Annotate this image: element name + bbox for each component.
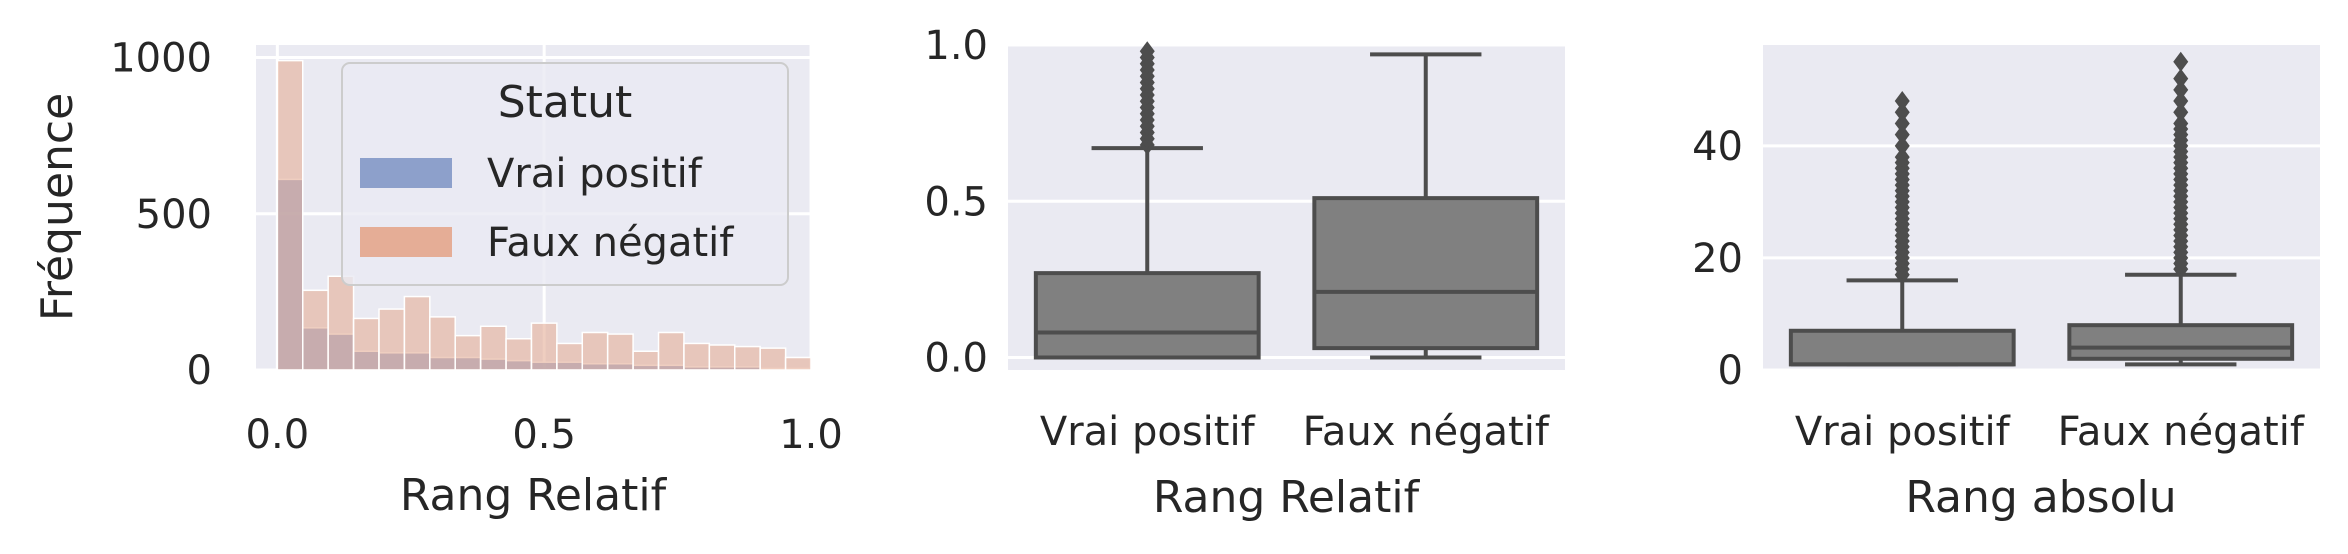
histogram-y-tick-label: 1000 — [110, 36, 212, 82]
histogram-bar-faux-negatif — [327, 275, 355, 371]
outlier-marker — [2173, 51, 2189, 72]
histogram-x-tick-label: 0.0 — [246, 412, 310, 458]
histogram-bar-faux-negatif — [479, 325, 507, 371]
boxplot-absolute-grid — [1763, 144, 2320, 372]
outlier-marker — [2173, 102, 2189, 123]
histogram-bar-faux-negatif — [657, 331, 685, 371]
boxplot-relative-y-ticks: 0.0 0.5 1.0 — [924, 23, 988, 382]
boxplot-relative-panel: 0.0 0.5 1.0 Vrai positif Faux négatif Rang … — [924, 23, 1565, 523]
histogram-y-axis-label: Fréquence — [32, 93, 83, 321]
legend-frame — [341, 62, 789, 286]
boxplot-relative-box-faux-negatif — [1312, 52, 1540, 360]
boxplot-absolute-y-tick-label: 0 — [1718, 348, 1743, 394]
histogram-y-tick-label: 500 — [136, 192, 212, 238]
histogram-y-tick-label: 0 — [187, 348, 212, 394]
outlier-marker — [1894, 113, 1910, 134]
histogram-bar-faux-negatif — [733, 345, 761, 371]
histogram-y-ticks: 0 500 1000 — [110, 36, 212, 395]
boxplot-relative-y-tick-label: 1.0 — [924, 23, 988, 69]
histogram-bar-faux-negatif — [352, 317, 380, 371]
boxplot-relative-y-tick-label: 0.5 — [924, 179, 988, 225]
histogram-bar-faux-negatif — [556, 342, 584, 371]
histogram-bar-faux-negatif — [429, 316, 456, 371]
outlier-marker — [1894, 91, 1910, 112]
histogram-bar-faux-negatif — [759, 347, 787, 371]
histogram-bar-faux-negatif — [301, 289, 329, 371]
legend-swatch-faux-negatif — [360, 227, 452, 257]
outlier-marker — [2173, 113, 2189, 134]
box-iqr — [2067, 323, 2295, 361]
boxplot-absolute-x-axis-label: Rang absolu — [1905, 472, 2176, 523]
outlier-marker — [2173, 68, 2189, 89]
boxplot-absolute-box-faux-negatif — [2067, 51, 2295, 367]
boxplot-absolute-y-ticks: 0 20 40 — [1692, 124, 1743, 394]
boxplot-absolute-y-tick-label: 40 — [1692, 124, 1743, 170]
histogram-bar-faux-negatif — [632, 350, 660, 371]
boxplot-absolute-x-ticks: Vrai positif Faux négatif — [1795, 409, 2305, 455]
box-iqr — [1788, 328, 2016, 367]
boxplot-absolute-panel: 0 20 40 Vrai positif Faux négatif Rang abso… — [1692, 45, 2320, 523]
histogram-bar-faux-negatif — [784, 356, 812, 371]
boxplot-relative-y-tick-label: 0.0 — [924, 336, 988, 382]
histogram-bar-faux-negatif — [581, 331, 609, 371]
histogram-x-tick-label: 0.5 — [512, 412, 576, 458]
histogram-x-axis-label: Rang Relatif — [400, 470, 668, 521]
histogram-bar-faux-negatif — [403, 295, 431, 371]
legend-title: Statut — [498, 77, 633, 128]
histogram-bars — [276, 59, 812, 371]
histogram-bar-faux-negatif — [708, 344, 736, 371]
outlier-marker — [2173, 79, 2189, 100]
histogram-panel: 0.0 0.5 1.0 0 500 1000 Rang Relatif Fréquenc… — [32, 36, 843, 522]
box-iqr — [1033, 271, 1261, 360]
boxplot-absolute-y-tick-label: 20 — [1692, 236, 1743, 282]
boxplot-absolute-x-tick-label: Vrai positif — [1795, 409, 2011, 455]
histogram-bar-faux-negatif — [378, 308, 406, 371]
outlier-marker — [1894, 135, 1910, 156]
histogram-x-ticks: 0.0 0.5 1.0 — [246, 412, 843, 458]
outlier-marker — [1894, 124, 1910, 145]
box-iqr — [1312, 196, 1540, 351]
histogram-bar-faux-negatif — [454, 334, 482, 371]
legend-label-faux-negatif: Faux négatif — [487, 220, 734, 266]
boxplot-relative-x-tick-label: Vrai positif — [1040, 409, 1256, 455]
outlier-marker — [1894, 147, 1910, 168]
histogram-bar-faux-negatif — [505, 338, 533, 371]
boxplot-absolute-plot-area — [1763, 45, 2320, 370]
histogram-x-tick-label: 1.0 — [779, 412, 843, 458]
boxplot-relative-boxes — [1033, 41, 1540, 360]
outlier-marker — [1139, 41, 1155, 62]
boxplot-relative-x-tick-label: Faux négatif — [1303, 409, 1550, 455]
legend-swatch-vrai-positif — [360, 158, 452, 188]
legend-label-vrai-positif: Vrai positif — [487, 151, 703, 197]
boxplot-absolute-boxes — [1788, 51, 2295, 367]
outlier-marker — [1894, 102, 1910, 123]
outlier-marker — [2173, 91, 2189, 112]
boxplot-absolute-box-vrai-positif — [1788, 91, 2016, 367]
boxplot-relative-x-ticks: Vrai positif Faux négatif — [1040, 409, 1550, 455]
boxplot-relative-box-vrai-positif — [1033, 41, 1261, 360]
boxplot-absolute-x-tick-label: Faux négatif — [2058, 409, 2305, 455]
histogram-bar-faux-negatif — [683, 342, 711, 371]
boxplot-relative-x-axis-label: Rang Relatif — [1153, 472, 1421, 523]
histogram-bar-faux-negatif — [276, 59, 304, 371]
histogram-legend: Statut Vrai positif Faux négatif — [341, 62, 789, 286]
histogram-bar-faux-negatif — [530, 322, 558, 371]
histogram-bar-faux-negatif — [606, 333, 634, 371]
